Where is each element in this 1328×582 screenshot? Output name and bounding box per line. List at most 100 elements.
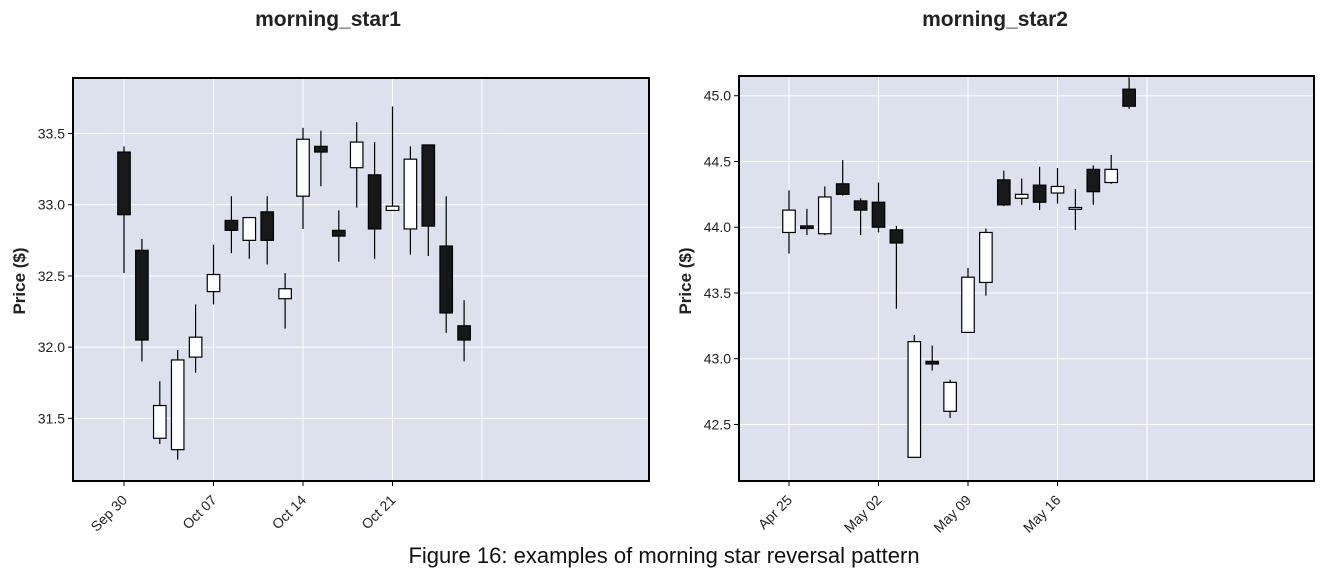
y-tick-label: 43.0 [704,351,731,367]
candle-body-up [349,141,364,169]
chart-morning-star2: morning_star2 Price ($) 42.5 43.0 43.5 44.0… [676,8,1315,536]
candlestick [278,273,292,329]
candlestick [242,216,257,259]
candle-body-down [135,249,149,341]
candlestick [925,345,940,371]
candle-body-down [457,325,471,341]
candle-body-up [1014,193,1029,199]
candlestick [188,304,203,373]
y-tick-label: 32.5 [38,268,65,284]
candle-body-up [979,231,993,284]
candle-body-up [943,381,957,412]
candle-body-up [907,341,922,458]
candle-body-down [314,145,328,153]
plot-area [739,76,1314,481]
candle-body-up [1104,168,1119,184]
candlestick [800,208,814,236]
x-tick-label: Sep 30 [87,492,130,535]
candlestick [457,300,471,362]
candle-body-up [782,209,796,234]
axes-frame [738,75,1315,482]
x-tick-label: Oct 07 [179,492,220,533]
candle-body-up [385,205,400,212]
y-tick-label: 42.5 [704,416,731,432]
candlestick [421,144,436,257]
candle-body-up [242,216,257,241]
candle-body-down [421,144,436,227]
candle-body-up [152,404,167,439]
candlestick [314,130,328,187]
candle-body-down [1086,168,1101,193]
candlestick [1014,178,1029,205]
chart-morning-star1: morning_star1 Price ($) 31.5 32.0 32.5 33.0… [10,8,650,535]
y-tick-label: 33.0 [38,197,65,213]
candlestick [349,122,364,208]
candle-body-up [206,273,221,293]
candlestick [224,196,239,254]
candlestick [961,267,975,334]
candlestick [889,225,904,309]
x-tick-label: Oct 14 [269,492,310,533]
candlestick [296,127,310,229]
candle-body-up [403,158,418,230]
x-tick-label: Oct 21 [358,492,399,533]
candle-body-up [817,196,832,235]
candlestick [817,186,832,236]
candlestick [1104,154,1119,184]
y-axis-label: Price ($) [676,247,695,314]
y-tick-label: 45.0 [704,88,731,104]
candlestick [996,170,1011,207]
candle-body-down [224,219,239,231]
candle-body-up [961,276,975,334]
y-tick-label: 33.5 [38,126,65,142]
candlestick [979,228,993,296]
candle-body-up [1050,185,1065,194]
candlestick [331,210,346,262]
candle-body-down [1032,184,1047,203]
candle-body-down [439,245,454,314]
candlestick [1122,77,1136,109]
candle-body-up [296,138,310,197]
y-axis-label: Price ($) [10,247,29,314]
candlestick [1032,166,1047,211]
candlestick [170,349,185,460]
candlestick [135,238,149,362]
candle-body-down [367,174,382,230]
candlestick [1086,165,1101,205]
x-tick-label: May 02 [841,492,885,536]
candlestick [907,335,922,458]
candle-body-down [871,201,886,228]
candlestick [152,381,167,444]
candle-body-up [188,336,203,358]
figure: morning_star1 Price ($) 31.5 32.0 32.5 33.0… [10,8,1315,536]
candlestick [871,182,886,233]
chart-title: morning_star2 [922,8,1068,31]
candlestick [782,190,796,254]
candle-body-down [260,211,275,241]
chart-title: morning_star1 [255,8,401,31]
y-tick-label: 32.0 [38,339,65,355]
candlestick [835,160,850,196]
candle-body-up [278,288,292,300]
axes-frame [72,77,650,482]
candlestick [1068,189,1083,230]
candlestick [260,196,275,265]
candlestick [117,146,131,274]
candlestick [943,379,957,418]
candle-body-down [331,229,346,237]
candle-body-down [1122,88,1136,107]
candlestick [206,244,221,305]
candle-body-down [835,183,850,195]
candlestick [853,198,868,236]
candle-body-down [996,179,1011,206]
y-tick-label: 31.5 [38,410,65,426]
candlestick [1050,168,1065,204]
x-tick-label: May 09 [930,492,974,536]
x-tick-label: May 16 [1020,492,1064,536]
candlestick [385,106,400,212]
y-tick-label: 44.5 [704,153,731,169]
candlestick [367,142,382,259]
candle-body-down [853,200,868,211]
candlestick [403,146,418,255]
x-tick-label: Apr 25 [755,492,796,533]
